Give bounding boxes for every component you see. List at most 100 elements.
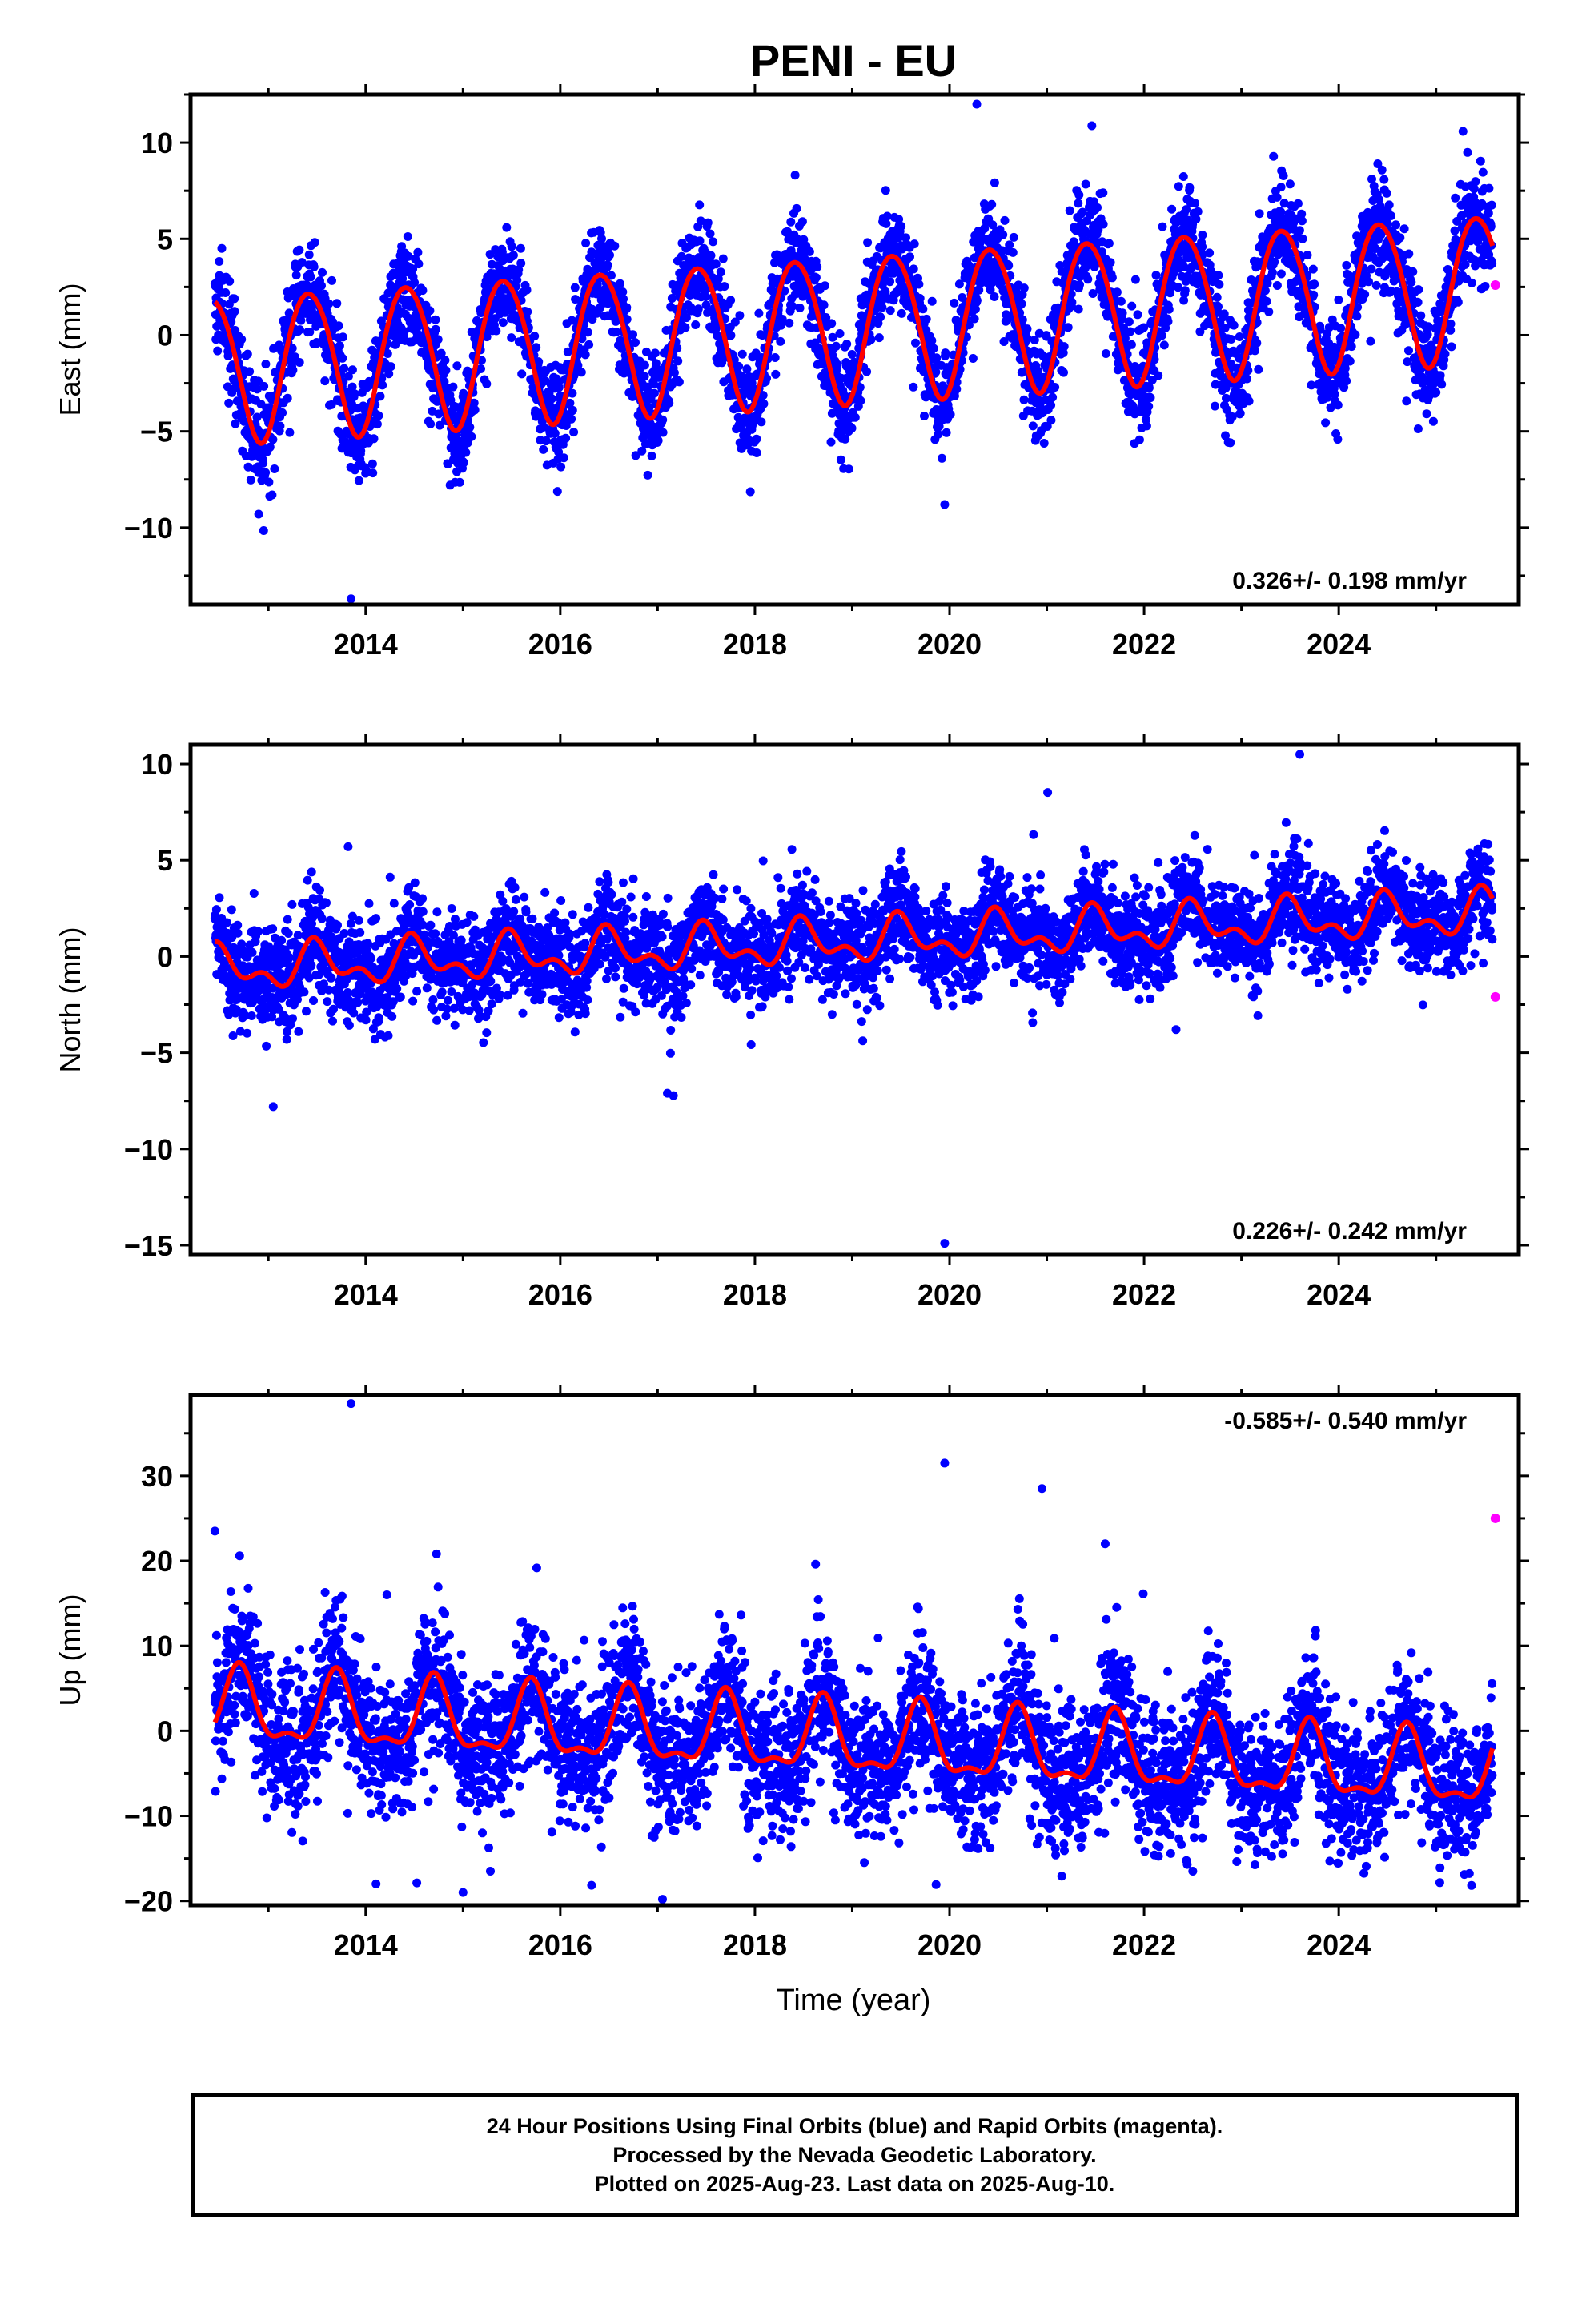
data-point: [691, 320, 701, 329]
data-point: [1074, 199, 1083, 208]
data-point: [1345, 356, 1355, 366]
data-point: [1437, 380, 1447, 389]
data-point: [648, 379, 658, 388]
data-point: [942, 428, 951, 437]
data-point: [539, 422, 548, 432]
data-point: [1205, 248, 1215, 258]
data-point: [1451, 193, 1460, 203]
data-point: [1340, 364, 1350, 373]
data-point: [1458, 127, 1468, 136]
data-point: [246, 475, 255, 485]
data-point: [631, 451, 640, 460]
data-point: [1279, 171, 1288, 180]
data-point: [288, 365, 298, 375]
data-point: [584, 340, 594, 349]
data-point: [885, 277, 895, 287]
y-tick-label: −10: [124, 512, 173, 545]
data-point: [1272, 281, 1282, 290]
data-point: [287, 344, 297, 353]
data-point: [347, 365, 357, 375]
data-point: [709, 237, 718, 247]
data-point: [1295, 226, 1304, 235]
data-point: [1360, 290, 1370, 299]
data-point: [1469, 184, 1479, 194]
data-point: [934, 429, 943, 439]
rapid-orbit-point: [1490, 279, 1500, 290]
data-point: [306, 272, 315, 282]
data-point: [307, 867, 316, 877]
data-point: [1163, 316, 1173, 326]
x-tick-label: 2022: [1112, 628, 1176, 661]
data-point: [929, 344, 938, 353]
data-point: [1065, 206, 1074, 215]
data-point: [374, 411, 383, 420]
data-point: [1303, 251, 1312, 260]
data-point: [1453, 297, 1463, 307]
data-point: [1198, 242, 1207, 251]
data-point: [534, 357, 544, 367]
data-point: [1059, 368, 1068, 377]
data-point: [605, 251, 614, 260]
data-point: [847, 350, 857, 359]
data-point: [1081, 179, 1090, 189]
data-point: [368, 468, 378, 478]
data-point: [569, 428, 579, 437]
data-point: [304, 250, 314, 259]
data-point: [217, 243, 227, 253]
data-point: [616, 279, 624, 288]
data-point: [726, 331, 736, 340]
data-point: [1235, 332, 1244, 341]
data-point: [414, 259, 424, 269]
data-point: [819, 300, 829, 310]
data-point: [400, 327, 409, 336]
data-point: [267, 490, 277, 500]
data-point: [375, 392, 385, 401]
data-point: [693, 304, 703, 314]
data-point: [619, 294, 628, 304]
data-point: [1428, 416, 1438, 426]
data-point: [927, 296, 937, 306]
data-point: [254, 376, 263, 386]
data-point: [222, 918, 231, 927]
data-point: [288, 1014, 297, 1023]
data-point: [1074, 190, 1084, 199]
data-point: [497, 247, 507, 257]
data-point: [270, 464, 279, 473]
data-point: [1104, 239, 1114, 248]
data-point: [640, 372, 649, 381]
data-point: [249, 889, 259, 898]
data-point: [567, 414, 576, 424]
data-point: [547, 394, 556, 404]
data-point: [512, 275, 522, 285]
data-point: [259, 458, 268, 468]
data-point: [881, 186, 890, 195]
data-point: [1101, 349, 1110, 358]
data-point: [1059, 342, 1069, 352]
data-point: [1087, 121, 1097, 131]
data-point: [776, 336, 785, 346]
data-point: [1407, 277, 1416, 287]
data-point: [554, 383, 564, 392]
data-point: [1158, 222, 1167, 231]
data-point: [653, 436, 663, 445]
data-point: [507, 333, 516, 343]
data-point: [968, 354, 978, 363]
data-point: [720, 282, 729, 292]
data-point: [1351, 330, 1360, 340]
data-point: [1126, 340, 1136, 349]
data-point: [247, 1011, 256, 1020]
data-point: [792, 203, 801, 213]
data-point: [228, 1031, 238, 1040]
data-point: [1144, 383, 1154, 392]
data-point: [920, 412, 929, 420]
data-point: [1005, 240, 1014, 250]
data-point: [332, 299, 342, 308]
data-point: [284, 952, 294, 962]
data-point: [1255, 209, 1264, 219]
data-point: [1399, 224, 1409, 234]
data-point: [431, 315, 440, 324]
data-point: [309, 262, 319, 271]
data-point: [673, 356, 683, 366]
data-point: [1471, 177, 1480, 187]
data-point: [674, 377, 684, 387]
